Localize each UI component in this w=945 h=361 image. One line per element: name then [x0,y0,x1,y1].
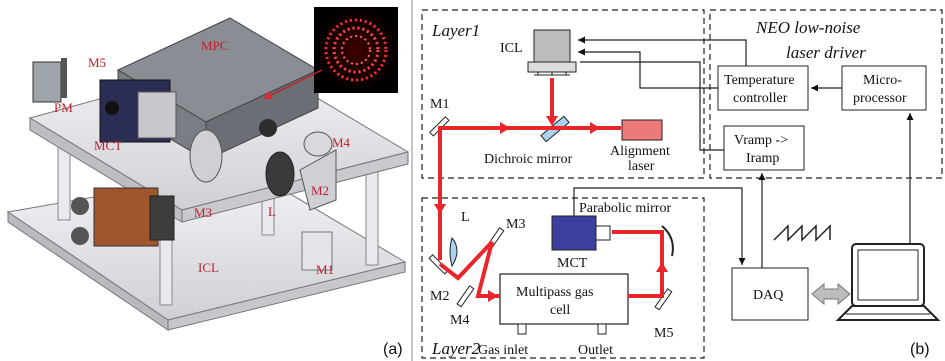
gas-inlet-label: Gas inlet [478,343,528,358]
line-temp-to-icl [578,36,747,66]
temp-label-1: Temperature [724,73,795,88]
m3-label: M3 [506,217,525,232]
m5-label: M5 [654,326,673,341]
daq-pc-link [811,282,851,306]
label-pm: PM [54,100,73,115]
panel-a: MPC M5 PM MCT M3 M4 M2 L ICL M1 (a) [6,7,410,358]
layer1-title: Layer1 [431,21,480,40]
m4-label: M4 [450,313,469,328]
label-l: L [268,204,276,219]
beam-layer2 [438,240,500,298]
alignment-label-2: laser [628,159,655,174]
layer2-box [421,197,705,359]
icl-label: ICL [500,41,523,56]
cell-label-2: cell [550,303,570,318]
neo-title-line1: NEO low-noise [755,18,861,37]
laptop-icon [835,243,941,321]
line-vramp-to-icl [580,61,724,151]
panel-b-letter: (b) [910,341,930,358]
label-mpc: MPC [201,38,228,53]
micro-label-2: processor [853,91,907,106]
daq-box [731,267,809,321]
dichroic-label: Dichroic mirror [484,152,573,167]
neo-driver-box [709,9,943,179]
label-m3: M3 [194,205,212,220]
inset-pointer [263,69,323,100]
m1-label: M1 [430,97,449,112]
micro-label-1: Micro- [863,73,902,88]
icl-component [527,29,577,76]
m4-mirror [456,285,475,308]
power-meter [32,61,62,103]
layer2-title: Layer2 [431,339,481,358]
multipass-cell [499,273,629,325]
microprocessor-box [841,65,927,111]
line-temp-to-icl-2 [578,48,718,89]
icl-box [93,187,159,247]
ramp-waveform [773,224,831,242]
daq-label: DAQ [753,288,783,303]
label-mct: MCT [94,138,122,153]
panel-a-letter: (a) [383,341,403,358]
ring-pattern-spots [324,18,388,82]
temp-controller-box [717,65,809,111]
label-m4: M4 [332,135,351,150]
label-m5: M5 [88,55,106,70]
alignment-label-1: Alignment [610,144,670,159]
alignment-laser [621,119,663,141]
label-m2: M2 [311,183,329,198]
mct-label: MCT [557,256,588,271]
neo-title-line2: laser driver [786,43,866,62]
layer1-box [421,9,705,179]
vramp-label-1: Vramp -> [734,133,788,148]
mct-box [551,215,597,251]
lens-l [449,236,458,268]
m2-label: M2 [430,289,449,304]
m1-mount [301,231,333,271]
parabolic-label: Parabolic mirror [579,201,671,216]
vramp-box [723,125,805,171]
outlet-label: Outlet [578,343,613,358]
beam-layer1 [438,126,621,260]
vramp-label-2: Iramp [746,151,779,166]
temp-label-2: controller [733,91,788,106]
label-icl: ICL [198,260,219,275]
lens-label: L [461,210,470,225]
panel-b: Layer1 Layer2 NEO low-noise laser driver… [421,9,943,359]
cell-label-1: Multipass gas [516,285,593,300]
line-mct-to-daq [573,187,746,265]
parabolic-mirror [661,225,674,257]
label-m1: M1 [316,262,334,277]
